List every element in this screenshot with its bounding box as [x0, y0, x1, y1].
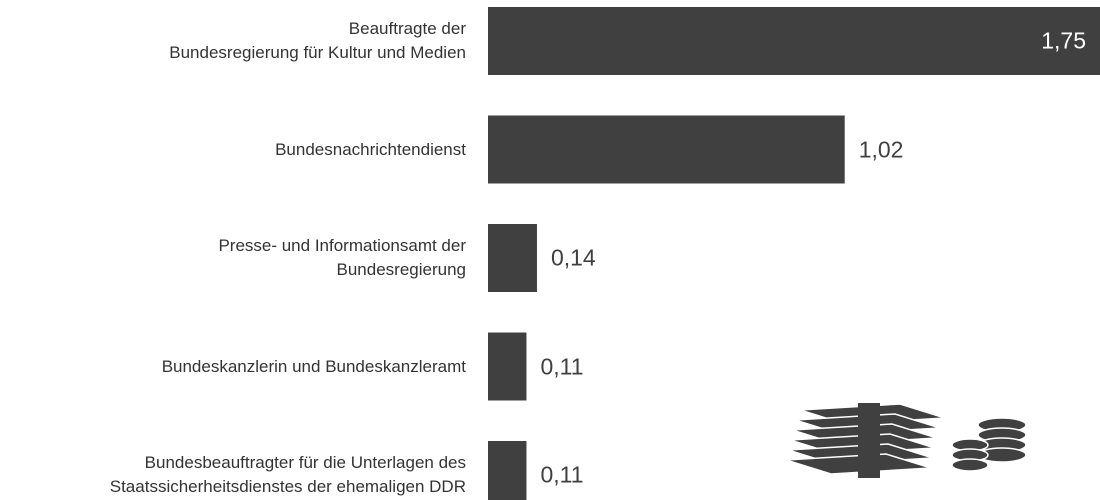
bar: [488, 441, 527, 500]
bar: [488, 332, 527, 401]
category-label: Bundeskanzlerin und Bundeskanzleramt: [161, 356, 466, 376]
value-label: 0,14: [550, 244, 596, 271]
value-label: 1,75: [1041, 27, 1086, 54]
bar: [488, 115, 845, 184]
bar: [488, 7, 1100, 75]
value-label: 0,11: [540, 353, 584, 379]
money-icon: [785, 403, 1027, 478]
bar: [488, 224, 537, 292]
category-label: Beauftragte der Bundesregierung für Kult…: [169, 19, 466, 62]
value-label: 1,02: [858, 136, 904, 162]
value-label: 0,11: [540, 461, 584, 488]
category-label: Presse- und Informationsamt der Bundesre…: [218, 236, 466, 279]
category-label: Bundesbeauftragter für die Unterlagen de…: [109, 453, 466, 496]
category-label: Bundesnachrichtendienst: [275, 139, 466, 159]
